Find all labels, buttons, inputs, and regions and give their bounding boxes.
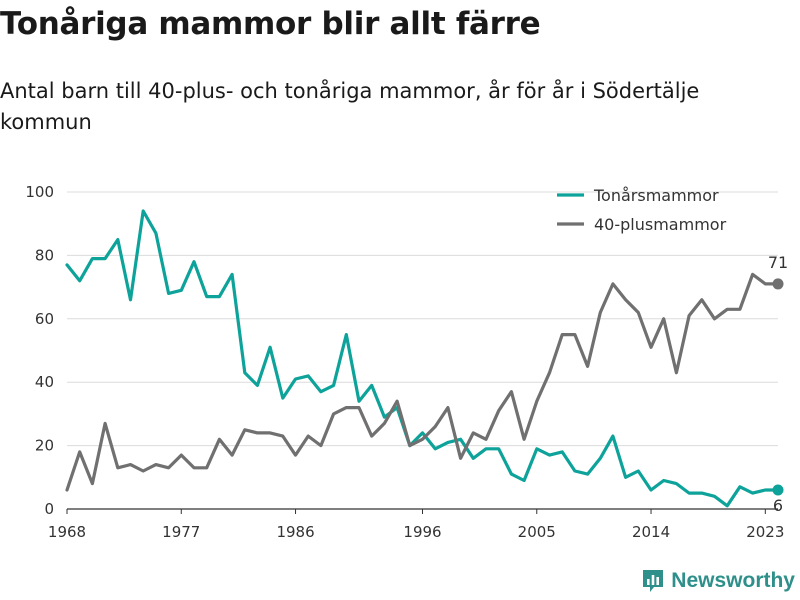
end-label-tonarsmammor: 6 (773, 496, 783, 515)
series-line-40-plusmammor (65, 272, 780, 492)
legend-label: 40-plusmammor (594, 215, 727, 234)
y-tick-label: 20 (35, 437, 54, 455)
y-tick-label: 80 (35, 246, 54, 264)
end-label-40-plusmammor: 71 (768, 253, 788, 272)
y-tick-label: 100 (25, 183, 54, 201)
end-marker-40-plusmammor (772, 278, 784, 290)
newsworthy-logo-icon (643, 570, 664, 592)
x-tick-label: 2023 (746, 523, 784, 541)
x-tick-label: 1968 (48, 523, 86, 541)
end-marker-tonarsmammor (772, 484, 784, 496)
y-tick-label: 0 (44, 500, 54, 518)
chart-subtitle: Antal barn till 40-plus- och tonåriga ma… (0, 79, 700, 134)
x-tick-label: 1977 (162, 523, 200, 541)
x-tick-label: 1996 (403, 523, 441, 541)
brand-name: Newsworthy (671, 569, 795, 592)
newsworthy-logo: Newsworthy (641, 568, 795, 594)
series-line-tonarsmammor (65, 209, 780, 508)
y-tick-label: 60 (35, 310, 54, 328)
chart-title: Tonåriga mammor blir allt färre (0, 6, 541, 42)
y-tick-label: 40 (35, 373, 54, 391)
legend-label: Tonårsmammor (593, 186, 719, 205)
x-tick-label: 2005 (518, 523, 556, 541)
x-tick-label: 1986 (276, 523, 314, 541)
x-tick-label: 2014 (632, 523, 670, 541)
